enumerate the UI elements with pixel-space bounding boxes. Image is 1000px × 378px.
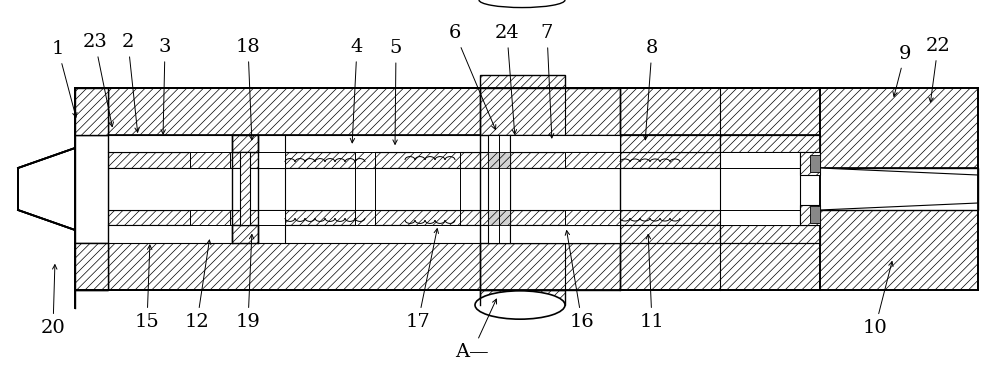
- Text: 16: 16: [565, 231, 594, 331]
- Polygon shape: [720, 210, 820, 225]
- Polygon shape: [75, 135, 108, 243]
- Polygon shape: [720, 135, 820, 152]
- Polygon shape: [488, 210, 510, 225]
- Polygon shape: [800, 205, 820, 225]
- Polygon shape: [108, 168, 820, 210]
- Text: 3: 3: [159, 38, 171, 134]
- Text: 6: 6: [449, 24, 496, 130]
- Text: 8: 8: [643, 39, 658, 140]
- Polygon shape: [190, 152, 230, 168]
- Ellipse shape: [475, 291, 565, 319]
- Text: 9: 9: [893, 45, 911, 96]
- Text: 4: 4: [350, 38, 363, 143]
- Polygon shape: [720, 152, 820, 168]
- Polygon shape: [18, 148, 75, 230]
- Text: 20: 20: [41, 265, 65, 337]
- Polygon shape: [75, 88, 108, 135]
- Polygon shape: [355, 210, 375, 225]
- Polygon shape: [810, 206, 820, 223]
- Polygon shape: [258, 152, 285, 168]
- Text: 19: 19: [236, 234, 260, 331]
- Text: 24: 24: [495, 24, 519, 134]
- Polygon shape: [820, 88, 978, 168]
- Polygon shape: [258, 210, 285, 225]
- Text: 11: 11: [640, 234, 664, 331]
- Polygon shape: [480, 75, 565, 88]
- Polygon shape: [480, 290, 565, 305]
- Text: 17: 17: [406, 229, 439, 331]
- Polygon shape: [75, 243, 108, 290]
- Text: 12: 12: [185, 240, 211, 331]
- Polygon shape: [108, 210, 820, 225]
- Polygon shape: [810, 155, 820, 172]
- Polygon shape: [240, 152, 250, 225]
- Polygon shape: [565, 152, 620, 168]
- Polygon shape: [510, 225, 620, 243]
- Polygon shape: [820, 168, 978, 210]
- Text: 7: 7: [541, 24, 554, 138]
- Text: A—: A—: [455, 299, 497, 361]
- Text: 1: 1: [52, 40, 77, 117]
- Polygon shape: [620, 135, 720, 152]
- Polygon shape: [108, 152, 820, 168]
- Polygon shape: [800, 152, 820, 175]
- Text: 15: 15: [135, 245, 159, 331]
- Text: 5: 5: [390, 39, 402, 144]
- Text: 18: 18: [236, 38, 260, 140]
- Text: 2: 2: [122, 33, 139, 132]
- Polygon shape: [620, 225, 720, 243]
- Polygon shape: [75, 243, 108, 290]
- Polygon shape: [480, 88, 620, 135]
- Polygon shape: [232, 135, 258, 152]
- Polygon shape: [75, 243, 820, 290]
- Polygon shape: [232, 225, 258, 243]
- Text: 22: 22: [926, 37, 950, 102]
- Polygon shape: [720, 168, 820, 210]
- Polygon shape: [75, 88, 108, 135]
- Polygon shape: [488, 135, 510, 243]
- Polygon shape: [488, 152, 510, 168]
- Polygon shape: [565, 210, 620, 225]
- Polygon shape: [480, 243, 620, 290]
- Polygon shape: [108, 225, 820, 243]
- Polygon shape: [355, 152, 375, 168]
- Text: 10: 10: [863, 262, 893, 337]
- Polygon shape: [190, 210, 230, 225]
- Polygon shape: [720, 225, 820, 243]
- Text: 23: 23: [83, 33, 114, 127]
- Polygon shape: [75, 88, 820, 135]
- Polygon shape: [820, 210, 978, 290]
- Polygon shape: [510, 135, 620, 152]
- Polygon shape: [108, 135, 820, 152]
- Polygon shape: [820, 168, 978, 210]
